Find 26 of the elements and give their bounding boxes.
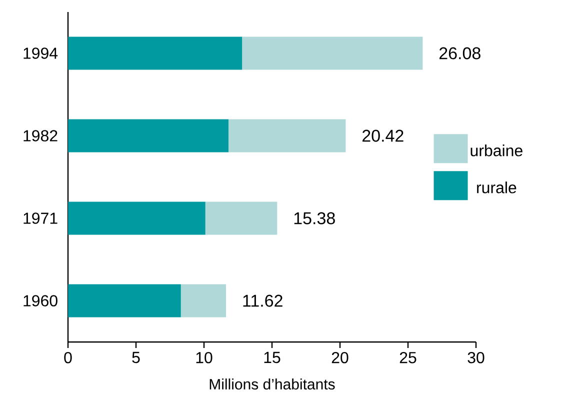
legend-label: rurale	[477, 182, 516, 194]
total-label: 15.38	[294, 212, 335, 224]
legend-label: urbaine	[470, 144, 522, 156]
x-tick-label: 10	[196, 352, 212, 364]
bar	[205, 202, 278, 235]
y-tick-label: 1960	[24, 295, 58, 306]
bar	[68, 36, 242, 70]
x-tick-label: 0	[64, 352, 72, 364]
bar	[242, 36, 423, 70]
total-label: 26.08	[439, 47, 480, 60]
x-tick-label: 20	[332, 352, 348, 364]
bar	[68, 284, 181, 318]
x-tick-label: 30	[468, 352, 484, 364]
x-tick-label: 25	[400, 352, 416, 364]
bar	[228, 119, 346, 152]
y-tick-label: 1994	[24, 48, 58, 59]
bar	[68, 119, 228, 152]
total-label: 11.62	[243, 294, 282, 307]
y-tick-label: 1982	[24, 130, 58, 142]
total-label: 20.42	[362, 130, 404, 142]
y-tick-label: 1971	[24, 212, 58, 224]
x-tick-label: 5	[132, 352, 140, 364]
bar	[180, 284, 226, 318]
x-tick-label: 15	[264, 352, 280, 364]
bar	[68, 202, 206, 235]
x-axis-title: Millions d’habitants	[210, 378, 335, 390]
